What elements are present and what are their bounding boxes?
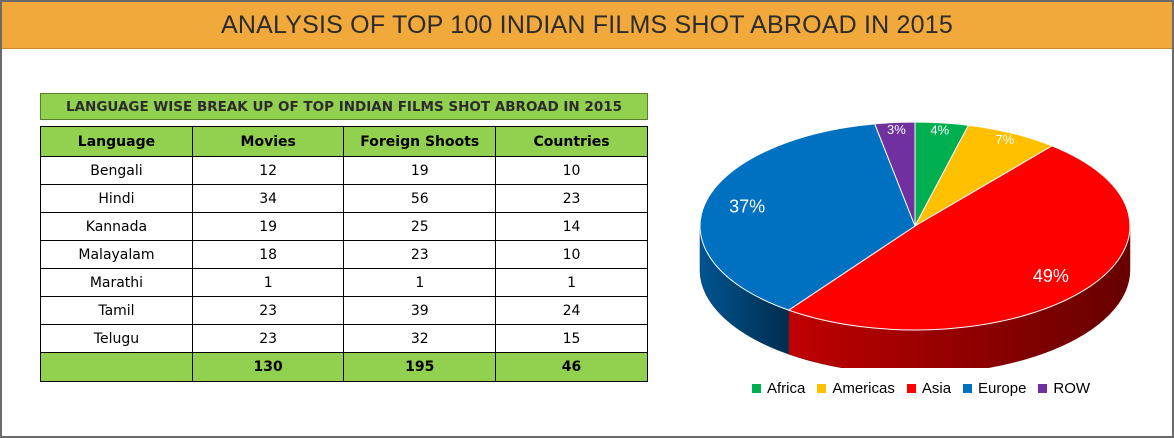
pie-slice-row <box>874 121 916 227</box>
cell-language: Bengali <box>40 156 193 185</box>
legend-item-europe: Europe <box>963 380 1026 397</box>
pie-slice-europe <box>699 123 916 311</box>
cell-movies: 1 <box>191 268 345 297</box>
cell-movies: 34 <box>191 184 345 213</box>
table-row: Tamil 23 39 24 <box>40 296 648 325</box>
cell-movies: 23 <box>191 324 345 353</box>
cell-countries: 24 <box>495 296 648 325</box>
total-countries: 46 <box>495 352 648 382</box>
header-countries: Countries <box>495 126 648 157</box>
pie-slice-asia <box>787 145 1131 331</box>
title-banner: ANALYSIS OF TOP 100 INDIAN FILMS SHOT AB… <box>2 2 1172 49</box>
cell-countries: 23 <box>495 184 648 213</box>
pie-label-row: 3% <box>887 122 906 137</box>
cell-movies: 18 <box>191 240 345 269</box>
table-header-row: Language Movies Foreign Shoots Countries <box>40 126 648 157</box>
pie-label-europe: 37% <box>729 197 765 217</box>
header-foreign-shoots: Foreign Shoots <box>343 126 497 157</box>
legend-swatch <box>817 383 827 393</box>
totals-row: 130 195 46 <box>40 352 648 382</box>
legend-label: Europe <box>978 379 1027 397</box>
table-row: Hindi 34 56 23 <box>40 184 648 213</box>
cell-countries: 10 <box>495 156 648 185</box>
cell-movies: 12 <box>191 156 345 185</box>
legend-label: ROW <box>1053 379 1091 397</box>
cell-movies: 23 <box>191 296 345 325</box>
cell-foreign-shoots: 25 <box>343 212 497 241</box>
header-language: Language <box>40 126 193 157</box>
cell-language: Tamil <box>40 296 193 325</box>
cell-language: Marathi <box>40 268 193 297</box>
table-row: Bengali 12 19 10 <box>40 156 648 185</box>
legend-swatch <box>752 383 761 393</box>
cell-language: Hindi <box>40 184 193 213</box>
table-row: Marathi 1 1 1 <box>40 268 648 297</box>
pie-label-americas: 7% <box>995 132 1014 147</box>
legend-item-africa: Africa <box>752 380 805 397</box>
legend-item-row: ROW <box>1038 380 1090 397</box>
cell-foreign-shoots: 32 <box>343 324 497 353</box>
region-pie-chart: 4% 7% 49% 37% 3% <box>692 98 1152 375</box>
pie-chart-svg: 4% 7% 49% 37% 3% <box>699 121 1131 375</box>
table-title: LANGUAGE WISE BREAK UP OF TOP INDIAN FIL… <box>40 93 648 120</box>
table-row: Telugu 23 32 15 <box>40 324 648 353</box>
pie-label-asia: 49% <box>1033 266 1069 286</box>
legend-label: Africa <box>767 379 806 397</box>
page-title: ANALYSIS OF TOP 100 INDIAN FILMS SHOT AB… <box>221 10 953 39</box>
language-breakup-table: Language Movies Foreign Shoots Countries… <box>40 126 648 382</box>
cell-foreign-shoots: 56 <box>343 184 497 213</box>
total-foreign-shoots: 195 <box>343 352 497 382</box>
legend-item-asia: Asia <box>906 379 952 397</box>
cell-countries: 14 <box>495 212 648 241</box>
cell-foreign-shoots: 23 <box>343 240 497 269</box>
cell-foreign-shoots: 19 <box>343 156 497 185</box>
legend-swatch <box>906 383 916 393</box>
table-row: Kannada 19 25 14 <box>40 212 648 241</box>
table-row: Malayalam 18 23 10 <box>40 240 648 269</box>
cell-countries: 1 <box>495 268 648 297</box>
header-movies: Movies <box>191 126 345 157</box>
cell-foreign-shoots: 39 <box>343 296 497 325</box>
cell-countries: 15 <box>495 324 648 353</box>
legend-item-americas: Americas <box>817 380 895 397</box>
total-language <box>40 352 193 382</box>
total-movies: 130 <box>191 352 345 382</box>
legend-label: Asia <box>921 379 952 397</box>
legend-swatch <box>1038 383 1048 393</box>
legend-label: Americas <box>832 379 895 397</box>
cell-foreign-shoots: 1 <box>343 268 497 297</box>
cell-movies: 19 <box>191 212 345 241</box>
legend-swatch <box>963 383 973 393</box>
cell-countries: 10 <box>495 240 648 269</box>
cell-language: Malayalam <box>40 240 193 269</box>
cell-language: Kannada <box>40 212 193 241</box>
cell-language: Telugu <box>40 324 193 353</box>
chart-legend: Africa Americas Asia Europe ROW <box>752 378 1090 398</box>
pie-label-africa: 4% <box>930 123 949 138</box>
